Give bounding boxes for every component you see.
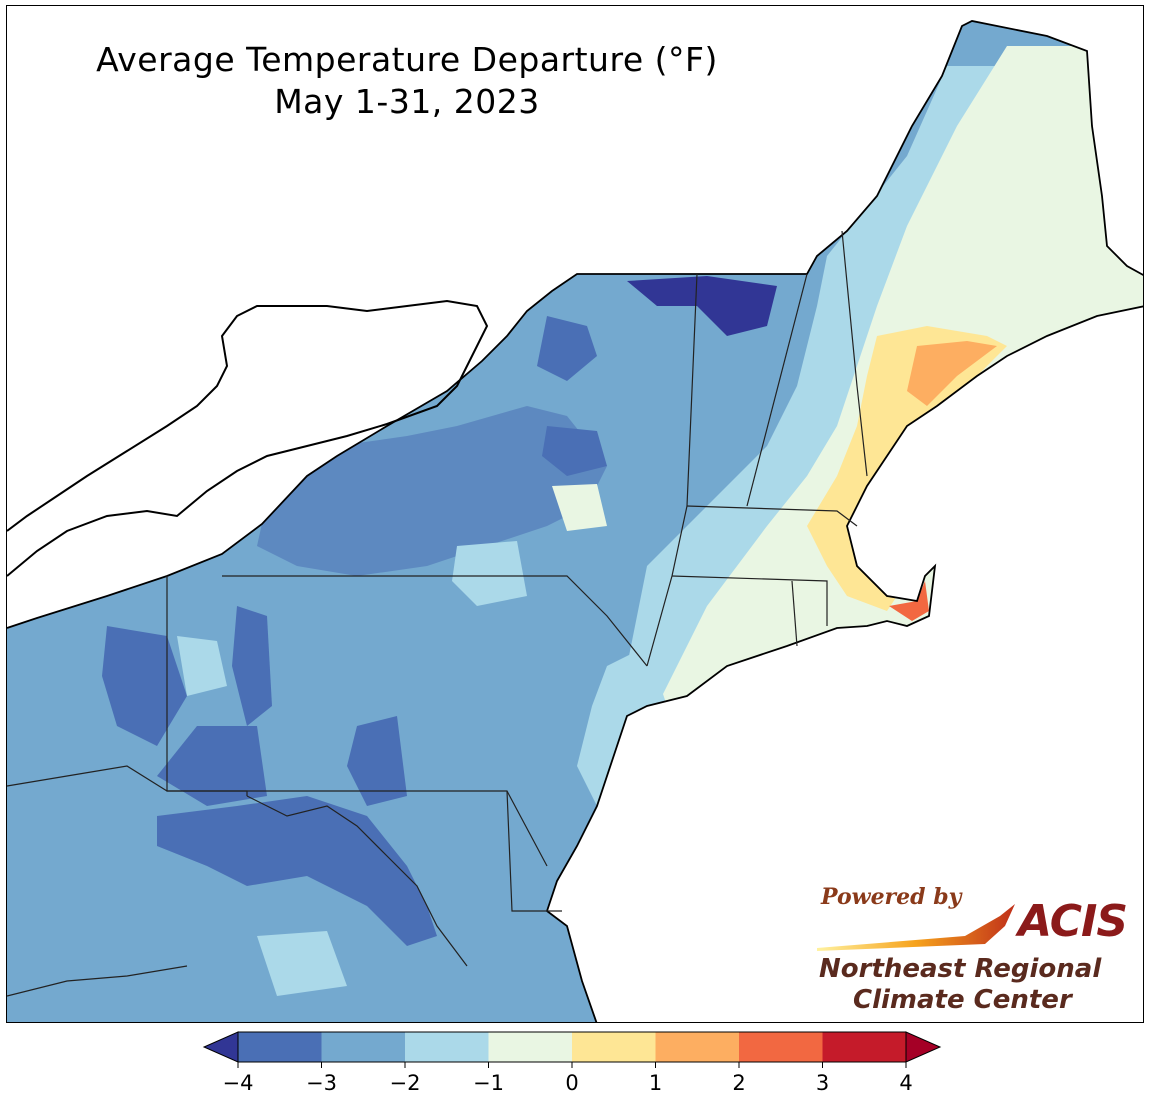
colorbar-segment (655, 1032, 739, 1062)
region-pa-sw (157, 726, 267, 806)
region-ny-central (542, 426, 607, 476)
acis-swoosh-icon (817, 904, 1015, 951)
region-pa-pale (177, 636, 227, 696)
map-subtitle: May 1-31, 2023 (274, 82, 540, 121)
colorbar-segments (202, 1031, 942, 1063)
logo-powered-by: Powered by (821, 884, 962, 910)
region-cape-cod (889, 581, 929, 621)
state-borders (7, 230, 868, 997)
region-nj (577, 646, 667, 806)
colorbar-tick-label: 4 (899, 1071, 912, 1095)
region-pa-central (232, 606, 272, 726)
region-ny-pale (452, 541, 527, 606)
temperature-departure-map (7, 6, 1143, 1022)
logo-org-line2: Climate Center (853, 985, 1072, 1015)
region-adirondack (537, 316, 597, 381)
colorbar-tick-label: −3 (306, 1071, 337, 1095)
colorbar-tick-label: −4 (223, 1071, 254, 1095)
region-va-pale (257, 931, 347, 996)
nrcc-acis-logo: Powered by ACIS Northeast Regional Clima… (813, 884, 1143, 1019)
colorbar-tick-label: 0 (565, 1071, 578, 1095)
colorbar-ticks: −4 −3 −2 −1 0 1 2 3 4 (223, 1062, 913, 1095)
colorbar-tick-label: 1 (649, 1071, 662, 1095)
map-frame: Average Temperature Departure (°F) May 1… (6, 5, 1144, 1023)
colorbar-arrow-high (905, 1031, 942, 1063)
map-title: Average Temperature Departure (°F) (96, 40, 718, 79)
colorbar-segment (488, 1032, 572, 1062)
colorbar-tick-label: −1 (473, 1071, 504, 1095)
region-pa-west (102, 626, 187, 746)
region-warmer-maine (907, 341, 997, 406)
colorbar-segment (405, 1032, 489, 1062)
colorbar-tick-label: −2 (390, 1071, 421, 1095)
logo-org-line1: Northeast Regional (819, 954, 1102, 984)
colorbar-tick-label: 3 (816, 1071, 829, 1095)
colorbar-arrow-low (202, 1031, 239, 1063)
colorbar-segment (822, 1032, 906, 1062)
region-north-vt-coldest (627, 276, 777, 336)
colorbar-segment (321, 1032, 405, 1062)
region-wv-va (157, 796, 437, 946)
coastline (7, 20, 1143, 1022)
colorbar-tick-label: 2 (732, 1071, 745, 1095)
great-lakes-shoreline (7, 299, 489, 577)
colorbar: −4 −3 −2 −1 0 1 2 3 4 (202, 1031, 942, 1095)
logo-acis-text: ACIS (1018, 896, 1128, 947)
colorbar-segment (238, 1032, 322, 1062)
colorbar-segment (572, 1032, 656, 1062)
region-pa-south (347, 716, 407, 806)
colorbar-segment (739, 1032, 823, 1062)
region-ny-near-normal (552, 484, 607, 531)
